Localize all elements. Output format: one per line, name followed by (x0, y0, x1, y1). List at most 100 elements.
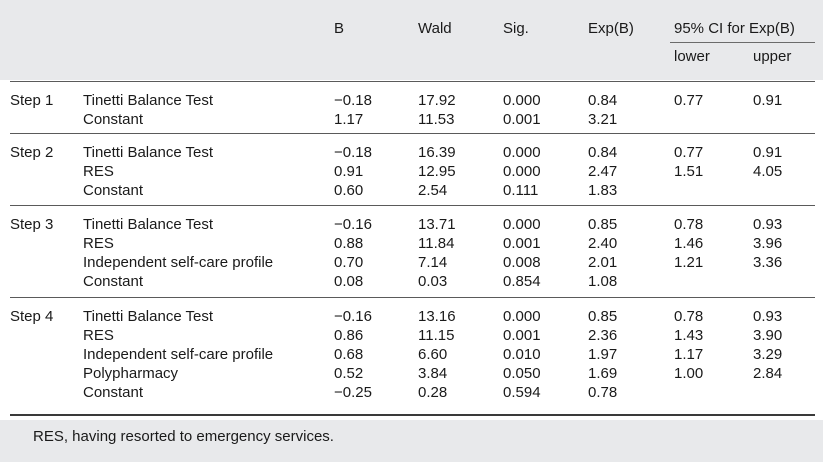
cell-b: 0.88 (334, 235, 364, 252)
header-b: B (334, 20, 345, 37)
variable-name: Tinetti Balance Test (83, 308, 214, 325)
step-label: Step 3 (10, 216, 54, 233)
cell-upper: 0.93 (753, 216, 783, 233)
step-label: Step 4 (10, 308, 54, 325)
cell-wald: 3.84 (418, 365, 448, 382)
cell-sig: 0.111 (503, 182, 539, 199)
variable-name: Constant (83, 273, 144, 290)
cell-b: −0.25 (334, 384, 372, 401)
cell-expb: 1.08 (588, 273, 618, 290)
header-upper: upper (753, 48, 792, 65)
variable-name: Independent self-care profile (83, 346, 274, 363)
cell-upper: 0.93 (753, 308, 783, 325)
cell-expb: 0.84 (588, 144, 618, 161)
cell-expb: 2.40 (588, 235, 618, 252)
cell-wald: 0.03 (418, 273, 448, 290)
cell-sig: 0.050 (503, 365, 541, 382)
variable-name: RES (83, 235, 114, 252)
cell-sig: 0.008 (503, 254, 541, 271)
cell-sig: 0.000 (503, 308, 541, 325)
cell-sig: 0.000 (503, 144, 541, 161)
cell-expb: 1.83 (588, 182, 618, 199)
variable-name: Constant (83, 182, 144, 199)
cell-wald: 12.95 (418, 163, 456, 180)
variable-name: Constant (83, 111, 144, 128)
cell-lower: 0.77 (674, 92, 704, 109)
cell-expb: 2.47 (588, 163, 618, 180)
cell-b: −0.16 (334, 216, 372, 233)
cell-b: 0.68 (334, 346, 364, 363)
cell-upper: 3.90 (753, 327, 783, 344)
cell-upper: 3.36 (753, 254, 783, 271)
cell-expb: 1.69 (588, 365, 618, 382)
cell-wald: 16.39 (418, 144, 456, 161)
table-rule (10, 297, 815, 298)
cell-b: 0.91 (334, 163, 364, 180)
footnote: RES, having resorted to emergency servic… (33, 428, 334, 445)
cell-b: 0.70 (334, 254, 364, 271)
cell-wald: 13.16 (418, 308, 456, 325)
variable-name: Tinetti Balance Test (83, 144, 214, 161)
table-rule (10, 414, 815, 416)
cell-sig: 0.854 (503, 273, 541, 290)
table-footer (0, 420, 823, 462)
cell-b: −0.18 (334, 144, 372, 161)
cell-lower: 1.43 (674, 327, 704, 344)
cell-expb: 1.97 (588, 346, 618, 363)
header-sig: Sig. (503, 20, 529, 37)
cell-wald: 7.14 (418, 254, 448, 271)
cell-upper: 0.91 (753, 92, 783, 109)
cell-expb: 0.85 (588, 216, 618, 233)
header-expb: Exp(B) (588, 20, 634, 37)
variable-name: RES (83, 327, 114, 344)
cell-b: 0.86 (334, 327, 364, 344)
cell-lower: 0.77 (674, 144, 704, 161)
cell-expb: 0.78 (588, 384, 618, 401)
header-ci: 95% CI for Exp(B) (674, 20, 795, 37)
variable-name: Polypharmacy (83, 365, 179, 382)
header-lower: lower (674, 48, 710, 65)
cell-b: 1.17 (334, 111, 364, 128)
cell-lower: 1.00 (674, 365, 704, 382)
cell-b: −0.18 (334, 92, 372, 109)
cell-sig: 0.010 (503, 346, 541, 363)
cell-lower: 1.51 (674, 163, 704, 180)
table-rule (10, 205, 815, 206)
table-rule (10, 81, 815, 82)
header-ci-divider (670, 42, 815, 43)
variable-name: Independent self-care profile (83, 254, 274, 271)
variable-name: Tinetti Balance Test (83, 216, 214, 233)
step-label: Step 1 (10, 92, 54, 109)
cell-wald: 0.28 (418, 384, 448, 401)
cell-sig: 0.000 (503, 163, 541, 180)
cell-sig: 0.594 (503, 384, 541, 401)
cell-sig: 0.001 (503, 235, 541, 252)
cell-lower: 1.17 (674, 346, 704, 363)
cell-lower: 0.78 (674, 308, 704, 325)
cell-upper: 4.05 (753, 163, 783, 180)
cell-expb: 2.36 (588, 327, 618, 344)
cell-b: 0.08 (334, 273, 364, 290)
cell-upper: 0.91 (753, 144, 783, 161)
cell-sig: 0.001 (503, 327, 541, 344)
cell-wald: 11.53 (418, 111, 455, 128)
cell-wald: 11.15 (418, 327, 455, 344)
variable-name: Constant (83, 384, 144, 401)
cell-expb: 0.84 (588, 92, 618, 109)
cell-upper: 3.96 (753, 235, 783, 252)
variable-name: Tinetti Balance Test (83, 92, 214, 109)
cell-lower: 1.46 (674, 235, 704, 252)
header-wald: Wald (418, 20, 452, 37)
cell-wald: 6.60 (418, 346, 448, 363)
cell-b: 0.52 (334, 365, 364, 382)
step-label: Step 2 (10, 144, 54, 161)
cell-expb: 3.21 (588, 111, 618, 128)
table-header: B Wald Sig. Exp(B) 95% CI for Exp(B) low… (0, 0, 823, 80)
cell-expb: 0.85 (588, 308, 618, 325)
cell-wald: 2.54 (418, 182, 448, 199)
cell-expb: 2.01 (588, 254, 618, 271)
cell-wald: 11.84 (418, 235, 455, 252)
cell-b: 0.60 (334, 182, 364, 199)
cell-wald: 13.71 (418, 216, 456, 233)
cell-upper: 3.29 (753, 346, 783, 363)
